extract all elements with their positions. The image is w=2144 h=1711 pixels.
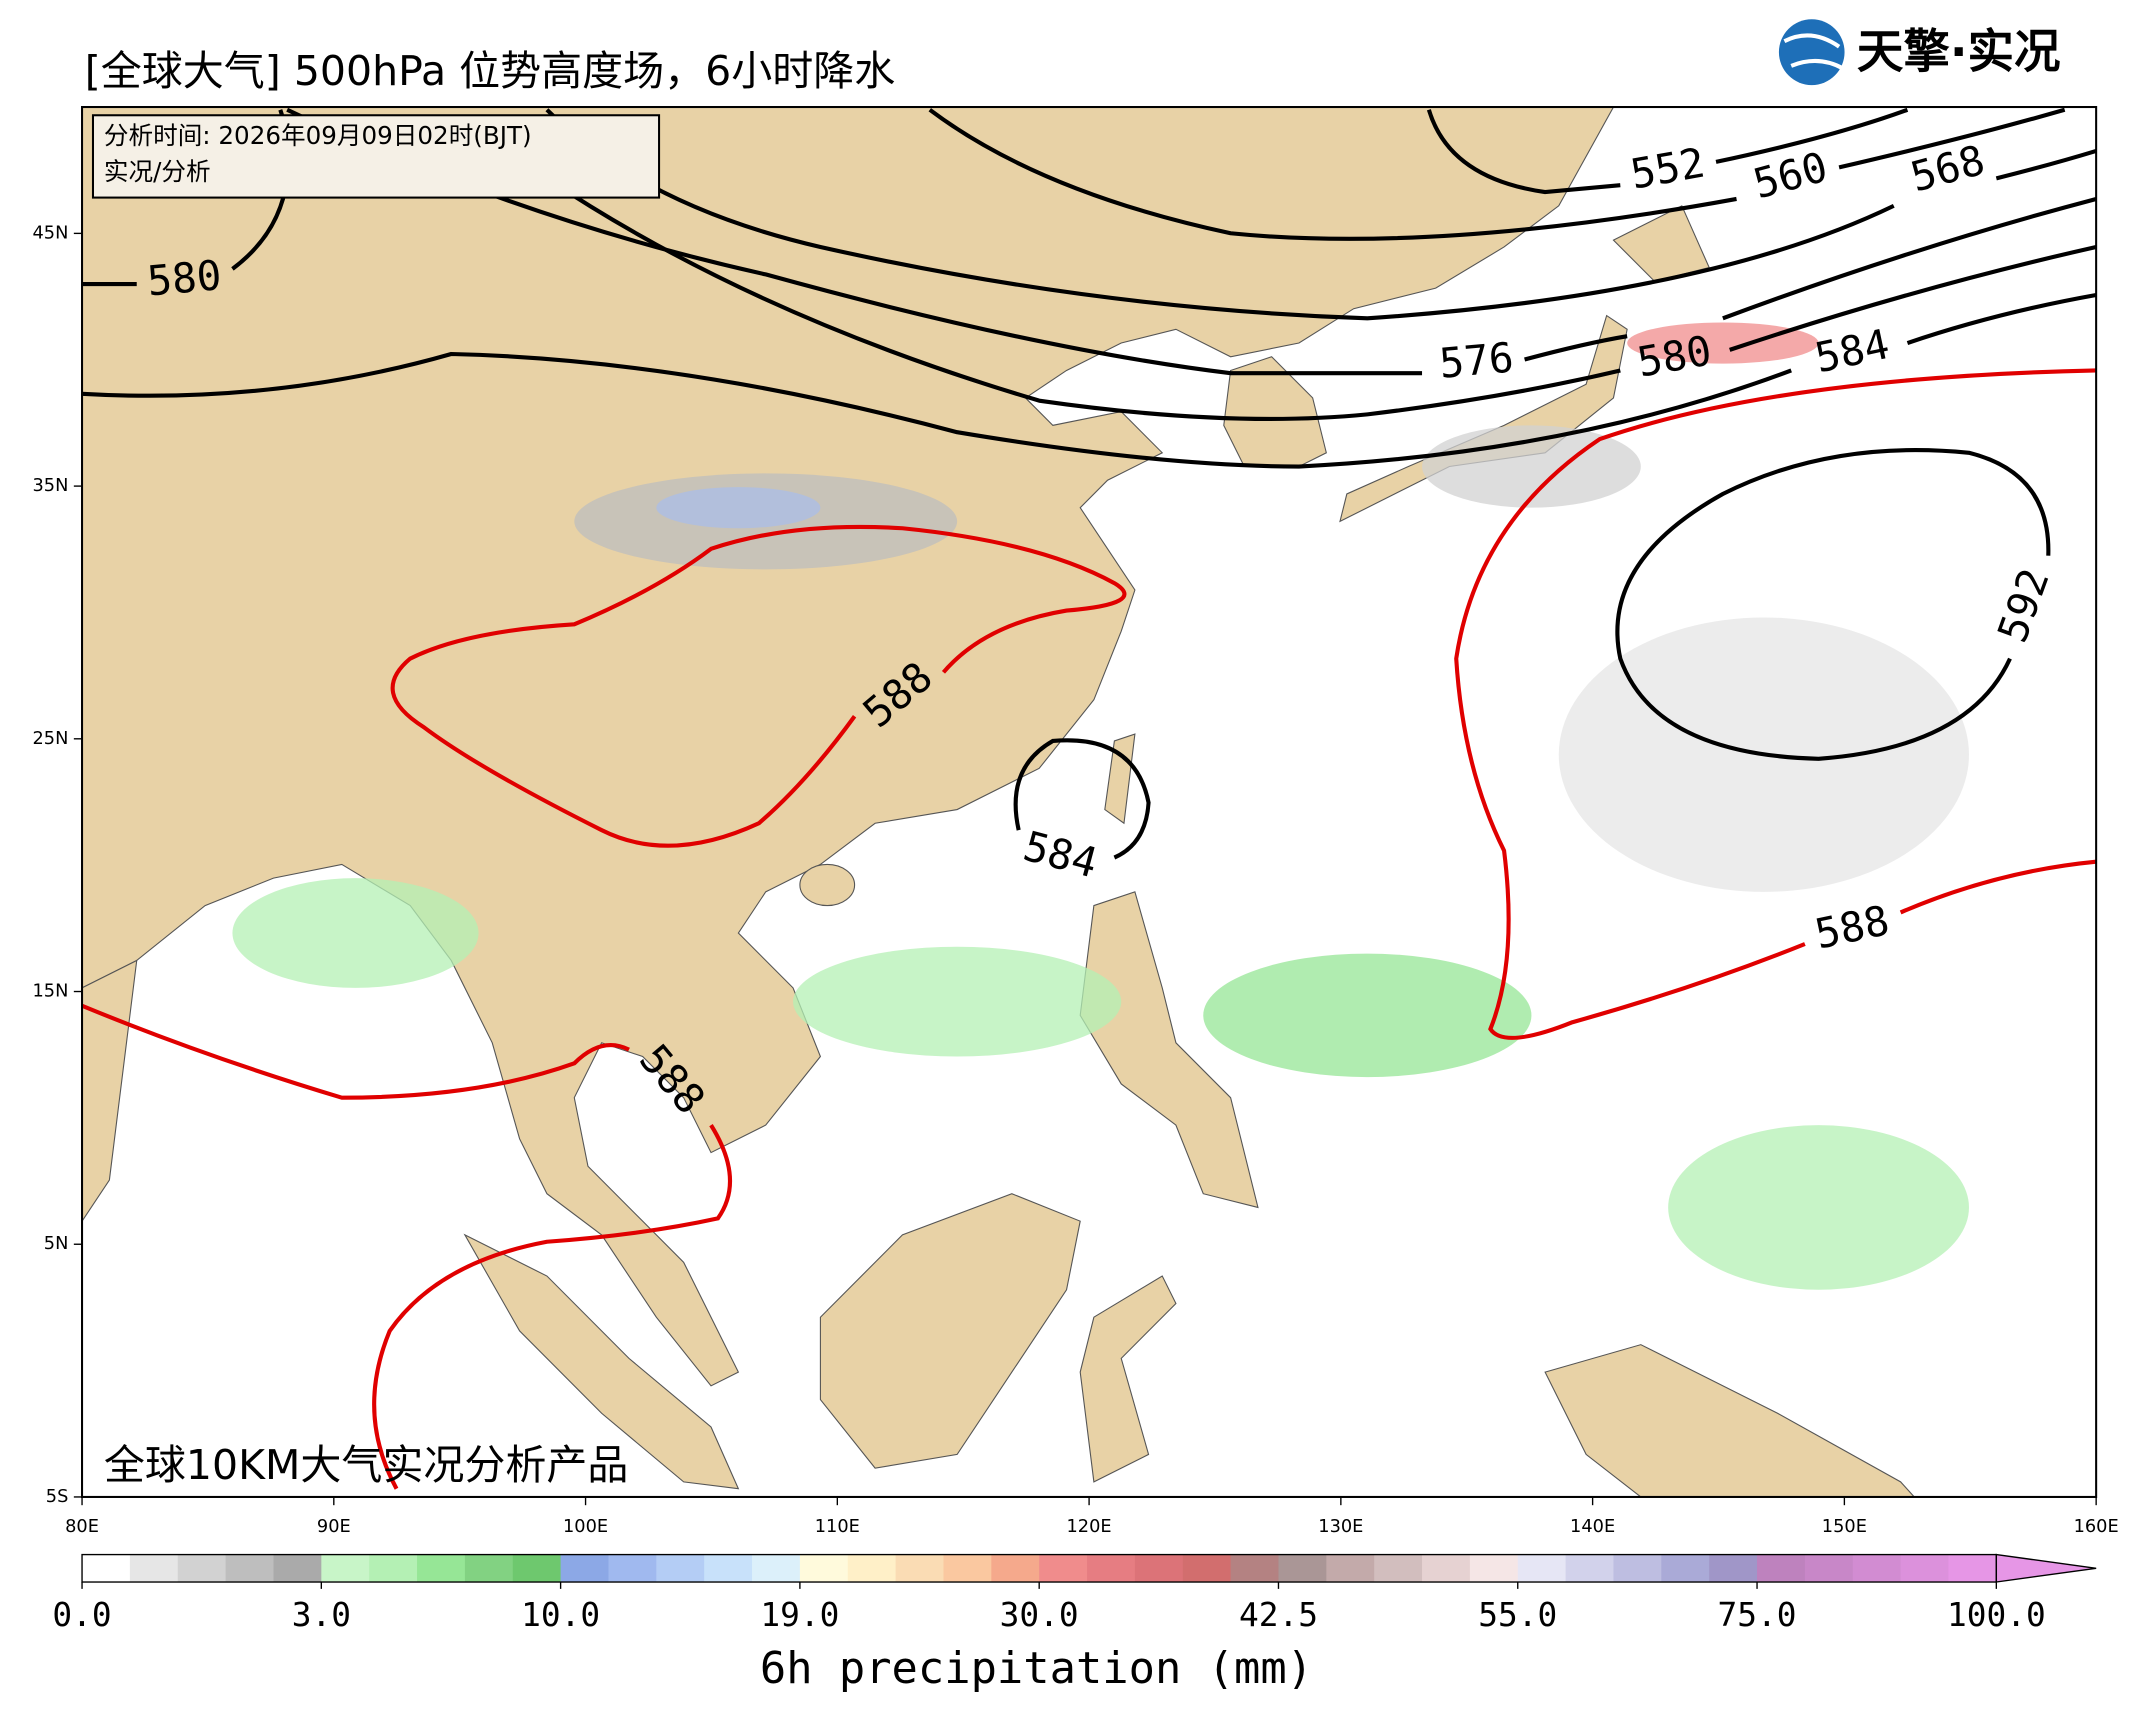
colorbar-swatch bbox=[1326, 1554, 1375, 1583]
colorbar-swatch bbox=[799, 1554, 849, 1583]
colorbar-swatch bbox=[1517, 1554, 1567, 1583]
colorbar-swatch bbox=[656, 1554, 705, 1583]
colorbar-swatch bbox=[129, 1554, 179, 1583]
contour-label: 576 bbox=[1437, 333, 1515, 387]
colorbar-title: 6h precipitation (mm) bbox=[760, 1643, 1313, 1694]
lat-tick-label: 25N bbox=[32, 728, 68, 749]
colorbar-swatch bbox=[1374, 1554, 1423, 1583]
contour bbox=[81, 1003, 733, 1490]
contour-label: 580 bbox=[145, 251, 223, 305]
colorbar-swatch bbox=[1469, 1554, 1519, 1583]
lat-tick-label: 5S bbox=[46, 1486, 69, 1507]
lat-tick-label: 35N bbox=[32, 475, 68, 496]
contour bbox=[928, 107, 2066, 241]
lon-tick-label: 100E bbox=[563, 1516, 608, 1537]
colorbar-swatch bbox=[82, 1554, 131, 1583]
colorbar-swatch bbox=[1134, 1554, 1184, 1583]
colorbar-tick-label: 100.0 bbox=[1947, 1595, 2046, 1634]
colorbar-swatch bbox=[847, 1554, 897, 1583]
colorbar-swatch bbox=[177, 1554, 227, 1583]
colorbar-swatch bbox=[512, 1554, 562, 1583]
colorbar-swatch bbox=[1182, 1554, 1232, 1583]
colorbar-swatch bbox=[1804, 1554, 1854, 1583]
lon-tick-label: 90E bbox=[317, 1516, 351, 1537]
contour bbox=[545, 176, 2097, 421]
map: 580 552 560 568 576 580 584 588 584 588 … bbox=[81, 105, 2098, 1498]
lon-tick-label: 150E bbox=[1822, 1516, 1867, 1537]
contours bbox=[81, 107, 2097, 1490]
lon-tick-label: 140E bbox=[1570, 1516, 1615, 1537]
colorbar-swatch bbox=[1230, 1554, 1280, 1583]
colorbar-swatch bbox=[1852, 1554, 1902, 1583]
colorbar-swatch bbox=[1661, 1554, 1710, 1583]
lon-tick-label: 130E bbox=[1318, 1516, 1363, 1537]
lat-tick-label: 5N bbox=[44, 1233, 69, 1254]
colorbar-swatch bbox=[1422, 1554, 1471, 1583]
colorbar-swatch bbox=[321, 1554, 370, 1583]
colorbar-swatch bbox=[1613, 1554, 1663, 1583]
colorbar-swatch bbox=[369, 1554, 418, 1583]
colorbar-tick-label: 30.0 bbox=[1000, 1595, 1079, 1634]
colorbar: 0.0 3.0 10.0 19.0 30.0 42.5 55.0 75.0 100.0 bbox=[52, 1553, 2097, 1634]
analysis-kind: 实况/分析 bbox=[104, 157, 211, 186]
colorbar-swatch bbox=[464, 1554, 514, 1583]
precipitation-shading bbox=[232, 322, 1969, 1290]
colorbar-tick-label: 10.0 bbox=[521, 1595, 600, 1634]
axes: 80E 90E 100E 110E 120E 130E 140E 150E 160E 45N 35N… bbox=[32, 222, 2118, 1537]
contour bbox=[1615, 448, 2051, 761]
colorbar-swatch bbox=[225, 1554, 275, 1583]
logo: 天擎·实况 bbox=[1778, 19, 2061, 86]
colorbar-swatch bbox=[1900, 1554, 1950, 1583]
colorbar-tick-label: 19.0 bbox=[760, 1595, 839, 1634]
colorbar-swatch bbox=[1709, 1554, 1758, 1583]
contour bbox=[545, 108, 2097, 321]
info-box: 分析时间: 2026年09月09日02时(BJT) 实况/分析 bbox=[91, 114, 661, 199]
colorbar-tick-label: 42.5 bbox=[1239, 1595, 1318, 1634]
contour bbox=[1426, 107, 1909, 195]
contour bbox=[1454, 368, 2097, 1040]
colorbar-swatch bbox=[991, 1554, 1040, 1583]
colorbar-swatch bbox=[1278, 1554, 1328, 1583]
colorbar-swatch bbox=[1087, 1554, 1136, 1583]
contour bbox=[390, 524, 1127, 848]
logo-text: 天擎·实况 bbox=[1857, 24, 2061, 78]
colorbar-extend bbox=[1995, 1553, 2097, 1583]
colorbar-swatch bbox=[273, 1554, 323, 1583]
colorbar-tick-label: 0.0 bbox=[52, 1595, 111, 1634]
contour bbox=[1013, 738, 1151, 860]
lon-tick-label: 160E bbox=[2074, 1516, 2119, 1537]
colorbar-swatch bbox=[560, 1554, 610, 1583]
colorbar-swatch bbox=[417, 1554, 466, 1583]
colorbar-swatch bbox=[1757, 1554, 1806, 1583]
colorbar-tick-label: 55.0 bbox=[1478, 1595, 1557, 1634]
colorbar-swatch bbox=[895, 1554, 945, 1583]
colorbar-tick-label: 75.0 bbox=[1718, 1595, 1797, 1634]
lon-tick-label: 120E bbox=[1067, 1516, 1112, 1537]
colorbar-swatch bbox=[752, 1554, 801, 1583]
colorbar-swatch bbox=[704, 1554, 753, 1583]
product-label: 全球10KM大气实况分析产品 bbox=[104, 1441, 629, 1489]
lat-tick-label: 15N bbox=[32, 981, 68, 1002]
lon-tick-label: 110E bbox=[815, 1516, 860, 1537]
colorbar-tick-label: 3.0 bbox=[292, 1595, 351, 1634]
title: [全球大气] 500hPa 位势高度场，6小时降水 bbox=[85, 47, 896, 95]
colorbar-swatch bbox=[1565, 1554, 1615, 1583]
lon-tick-label: 80E bbox=[65, 1516, 99, 1537]
colorbar-swatch bbox=[943, 1554, 993, 1583]
colorbar-swatch bbox=[1948, 1554, 1998, 1583]
analysis-time: 分析时间: 2026年09月09日02时(BJT) bbox=[104, 121, 532, 150]
land bbox=[81, 106, 1916, 1498]
colorbar-swatch bbox=[1039, 1554, 1088, 1583]
colorbar-swatch bbox=[608, 1554, 658, 1583]
contour bbox=[81, 292, 2097, 469]
lat-tick-label: 45N bbox=[32, 222, 68, 243]
